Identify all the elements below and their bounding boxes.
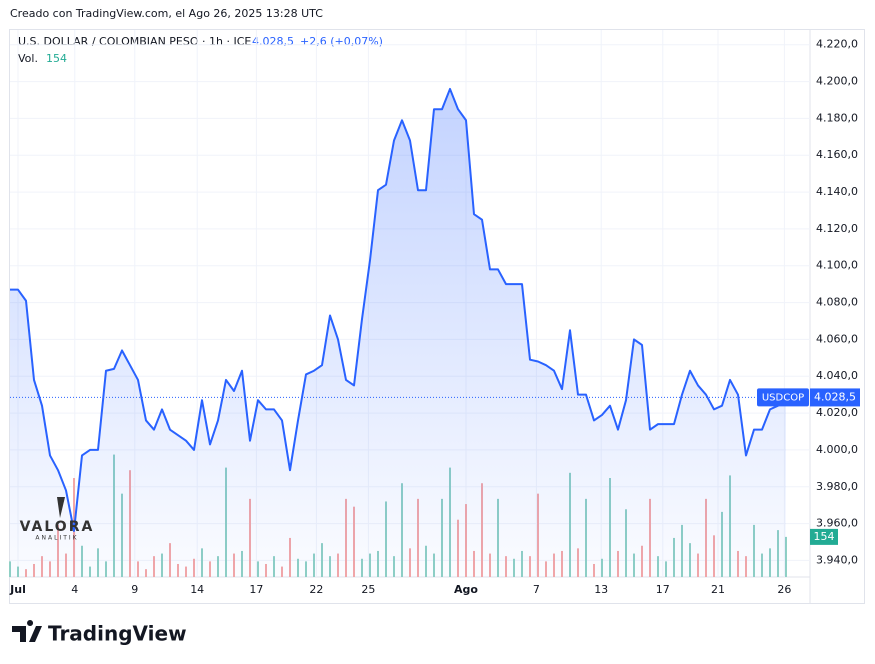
y-tick-label: 3.960,0 bbox=[816, 517, 858, 530]
volume-tag-label: 154 bbox=[814, 530, 835, 543]
y-tick-label: 4.120,0 bbox=[816, 222, 858, 235]
watermark-subtext: ANALITIK bbox=[35, 535, 78, 542]
volume-legend-value: 154 bbox=[46, 52, 67, 65]
watermark-text: VALORA bbox=[20, 519, 95, 535]
y-tick-label: 4.000,0 bbox=[816, 443, 858, 456]
y-tick-label: 4.220,0 bbox=[816, 38, 858, 51]
volume-legend: Vol. bbox=[18, 52, 38, 65]
x-tick-label: Ago bbox=[454, 583, 478, 596]
y-tick-label: 3.940,0 bbox=[816, 553, 858, 566]
y-tick-label: 4.180,0 bbox=[816, 111, 858, 124]
area bbox=[10, 88, 786, 577]
price-tag-label: 4.028,5 bbox=[814, 390, 856, 403]
watermark-icon bbox=[57, 497, 65, 518]
x-tick-label: 25 bbox=[361, 583, 375, 596]
last-price: 4.028,5 bbox=[252, 35, 294, 48]
x-tick-label: 22 bbox=[309, 583, 323, 596]
x-tick-label: 17 bbox=[656, 583, 670, 596]
price-line bbox=[10, 87, 787, 532]
brand-name: TradingView bbox=[48, 622, 187, 646]
y-tick-label: 4.140,0 bbox=[816, 185, 858, 198]
y-tick-label: 4.200,0 bbox=[816, 75, 858, 88]
brand-icon bbox=[12, 620, 42, 642]
y-tick-label: 4.100,0 bbox=[816, 259, 858, 272]
y-tick-label: 4.060,0 bbox=[816, 332, 858, 345]
x-tick-label: 21 bbox=[711, 583, 725, 596]
volume-tag bbox=[810, 528, 838, 545]
x-tick-label: 26 bbox=[777, 583, 791, 596]
x-tick-label: 14 bbox=[190, 583, 204, 596]
price-change: +2,6 (+0,07%) bbox=[300, 35, 383, 48]
symbol-tag bbox=[757, 388, 809, 407]
x-tick-label: 4 bbox=[71, 583, 78, 596]
price-tag bbox=[810, 388, 860, 407]
x-tick-label: 7 bbox=[533, 583, 540, 596]
x-tick-label: 9 bbox=[131, 583, 138, 596]
y-tick-label: 3.980,0 bbox=[816, 480, 858, 493]
brand-logo: TradingView bbox=[12, 620, 187, 646]
caption: Creado con TradingView.com, el Ago 26, 2… bbox=[10, 7, 323, 20]
x-tick-label: 13 bbox=[594, 583, 608, 596]
y-tick-label: 4.040,0 bbox=[816, 369, 858, 382]
y-tick-label: 4.020,0 bbox=[816, 406, 858, 419]
x-tick-label: 17 bbox=[249, 583, 263, 596]
y-tick-label: 4.080,0 bbox=[816, 296, 858, 309]
y-tick-label: 4.160,0 bbox=[816, 148, 858, 161]
symbol-tag-label: USDCOP bbox=[762, 392, 804, 403]
watermark: VALORA ANALITIK bbox=[20, 497, 95, 542]
x-tick-label: Jul bbox=[9, 583, 26, 596]
frame bbox=[9, 29, 865, 604]
